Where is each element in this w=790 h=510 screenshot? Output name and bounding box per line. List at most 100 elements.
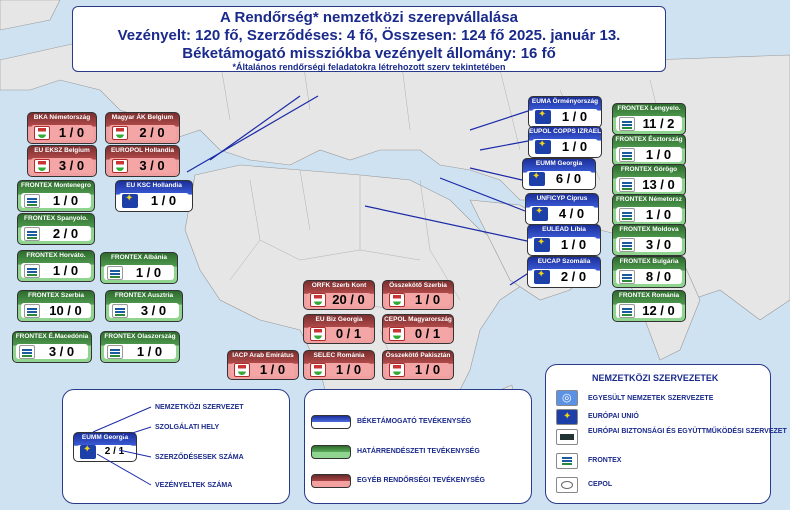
mission-value: 1 / 0 (52, 193, 79, 208)
frontex-icon (619, 237, 635, 252)
police-icon (112, 125, 128, 140)
frontex-icon (24, 263, 40, 278)
org-eu-label: EURÓPAI UNIÓ (588, 413, 639, 420)
un-icon (556, 390, 578, 406)
org-osce-label: EURÓPAI BIZTONSÁGI ÉS EGYÜTTMŰKÖDÉSI SZE… (588, 428, 787, 435)
mission-title: ORFK Szerb Kont (311, 282, 367, 289)
mission-title: FRONTEX Montenegro (20, 182, 92, 189)
mission-title: BKA Németország (33, 114, 91, 121)
eu-flag-icon (535, 139, 551, 154)
mission-title: FRONTEX Ausztria (114, 292, 174, 299)
org-cepol-label: CEPOL (588, 481, 613, 488)
mission-title: FRONTEX Moldova (619, 226, 679, 233)
mission-value: 3 / 0 (645, 237, 672, 252)
mission-value: 2 / 0 (560, 269, 587, 284)
mission-value: 1 / 0 (52, 263, 79, 278)
mission-value: 1 / 0 (560, 237, 587, 252)
mission-value: 1 / 0 (414, 362, 441, 377)
frontex-icon (107, 344, 123, 359)
mission-value: 11 / 2 (642, 116, 675, 131)
other-police-label: EGYÉB RENDŐRSÉGI TEVÉKENYSÉG (357, 477, 485, 484)
un-icon (532, 206, 548, 221)
frontex-icon (24, 303, 40, 318)
mission-value: 0 / 1 (414, 326, 441, 341)
mission-box: EU KSC Hollandia 1 / 0 (115, 180, 193, 212)
frontex-icon (19, 344, 35, 359)
sample-mission-title: EUMM Georgia (81, 434, 129, 441)
mission-box: BKA Németország 1 / 0 (27, 112, 97, 144)
page-title: A Rendőrség* nemzetközi szerepvállalása (220, 9, 518, 26)
mission-title: FRONTEX Szerbia (28, 292, 84, 299)
police-icon (389, 292, 405, 307)
mission-title: EULEAD Líbia (542, 226, 586, 233)
mission-title: EU KSC Hollandia (126, 182, 182, 189)
cepol-icon (556, 477, 578, 493)
mission-value: 1 / 0 (136, 344, 163, 359)
mission-box: FRONTEX Ausztria 3 / 0 (105, 290, 183, 322)
mission-value: 1 / 0 (645, 207, 672, 222)
mission-title: Összekötő Pakisztán (385, 352, 451, 359)
mission-box: EUMA Örményország 1 / 0 (528, 96, 602, 128)
frontex-icon (24, 226, 40, 241)
mission-title: FRONTEX Horváto. (26, 252, 86, 259)
mission-value: 13 / 0 (642, 177, 675, 192)
organizations-legend: NEMZETKÖZI SZERVEZETEK EGYESÜLT NEMZETEK… (545, 364, 787, 504)
mission-title: EU Biz Georgia (315, 316, 363, 323)
mission-title: EUMM Georgia (535, 160, 583, 167)
mission-box: Összekötő Pakisztán 1 / 0 (382, 350, 454, 380)
personnel-summary: Vezényelt: 120 fő, Szerződéses: 4 fő, Ös… (117, 27, 621, 44)
eu-flag-icon (556, 409, 578, 425)
mission-value: 1 / 0 (645, 147, 672, 162)
mission-box: EUMM Georgia 6 / 0 (522, 158, 596, 190)
mission-title: FRONTEX Románia (618, 292, 680, 299)
mission-box: FRONTEX Albánia 1 / 0 (100, 252, 178, 284)
police-icon (310, 292, 326, 307)
mission-box: FRONTEX Szerbia 10 / 0 (17, 290, 95, 322)
key-legend: EUMM Georgia 2 / 1 NEMZETKÖZI SZERVEZET … (62, 389, 290, 504)
eu-flag-icon (122, 193, 138, 208)
other-police-swatch (311, 474, 351, 488)
mission-title: EU EKSZ Belgium (34, 147, 90, 154)
mission-value: 2 / 0 (52, 226, 79, 241)
mission-box: ORFK Szerb Kont 20 / 0 (303, 280, 375, 310)
border-policing-label: HATÁRRENDÉSZETI TEVÉKENYSÉG (357, 448, 480, 455)
mission-value: 2 / 0 (139, 125, 165, 140)
frontex-icon (619, 147, 635, 162)
mission-box: FRONTEX Lengyelo. 11 / 2 (612, 103, 686, 135)
peace-support-label: BÉKETÁMOGATÓ TEVÉKENYSÉG (357, 418, 472, 425)
peace-support-summary: Béketámogató missziókba vezényelt állomá… (182, 45, 556, 62)
mission-value: 1 / 0 (150, 193, 177, 208)
mission-box: IACP Arab Emirátus 1 / 0 (227, 350, 299, 380)
frontex-icon (112, 303, 128, 318)
mission-value: 1 / 0 (561, 139, 588, 154)
mission-value: 3 / 0 (58, 158, 85, 173)
mission-title: EUPOL COPPS IZRAEL (529, 128, 602, 135)
mission-title: FRONTEX Görögo (620, 166, 678, 173)
key-place-label: SZOLGÁLATI HELY (155, 424, 220, 431)
mission-value: 20 / 0 (332, 292, 365, 307)
sample-mission-value: 2 / 1 (104, 446, 125, 457)
mission-value: 1 / 0 (135, 265, 162, 280)
mission-title: FRONTEX Észtország (615, 136, 683, 143)
mission-box: SELEC Románia 1 / 0 (303, 350, 375, 380)
eu-flag-icon (529, 171, 545, 186)
title-panel: A Rendőrség* nemzetközi szerepvállalása … (72, 6, 666, 72)
mission-box: EU Biz Georgia 0 / 1 (303, 314, 375, 344)
mission-title: FRONTEX É.Macedónia (15, 333, 89, 340)
police-icon (389, 326, 405, 341)
key-pointer-arrows (92, 406, 152, 486)
mission-box: FRONTEX Észtország 1 / 0 (612, 134, 686, 166)
mission-box: EU EKSZ Belgium 3 / 0 (27, 145, 97, 177)
frontex-icon (619, 269, 635, 284)
mission-value: 3 / 0 (139, 158, 165, 173)
mission-value: 12 / 0 (642, 303, 675, 318)
mission-title: UNFICYP Ciprus (536, 195, 588, 202)
mission-title: IACP Arab Emirátus (232, 352, 294, 359)
police-icon (310, 326, 326, 341)
mission-title: CEPOL Magyarország (384, 316, 452, 323)
mission-box: FRONTEX Moldova 3 / 0 (612, 224, 686, 256)
mission-box: FRONTEX Spanyolo. 2 / 0 (17, 213, 95, 245)
mission-value: 10 / 0 (49, 303, 82, 318)
key-seconded-label: VEZÉNYELTEK SZÁMA (155, 482, 233, 489)
mission-value: 1 / 0 (58, 125, 85, 140)
